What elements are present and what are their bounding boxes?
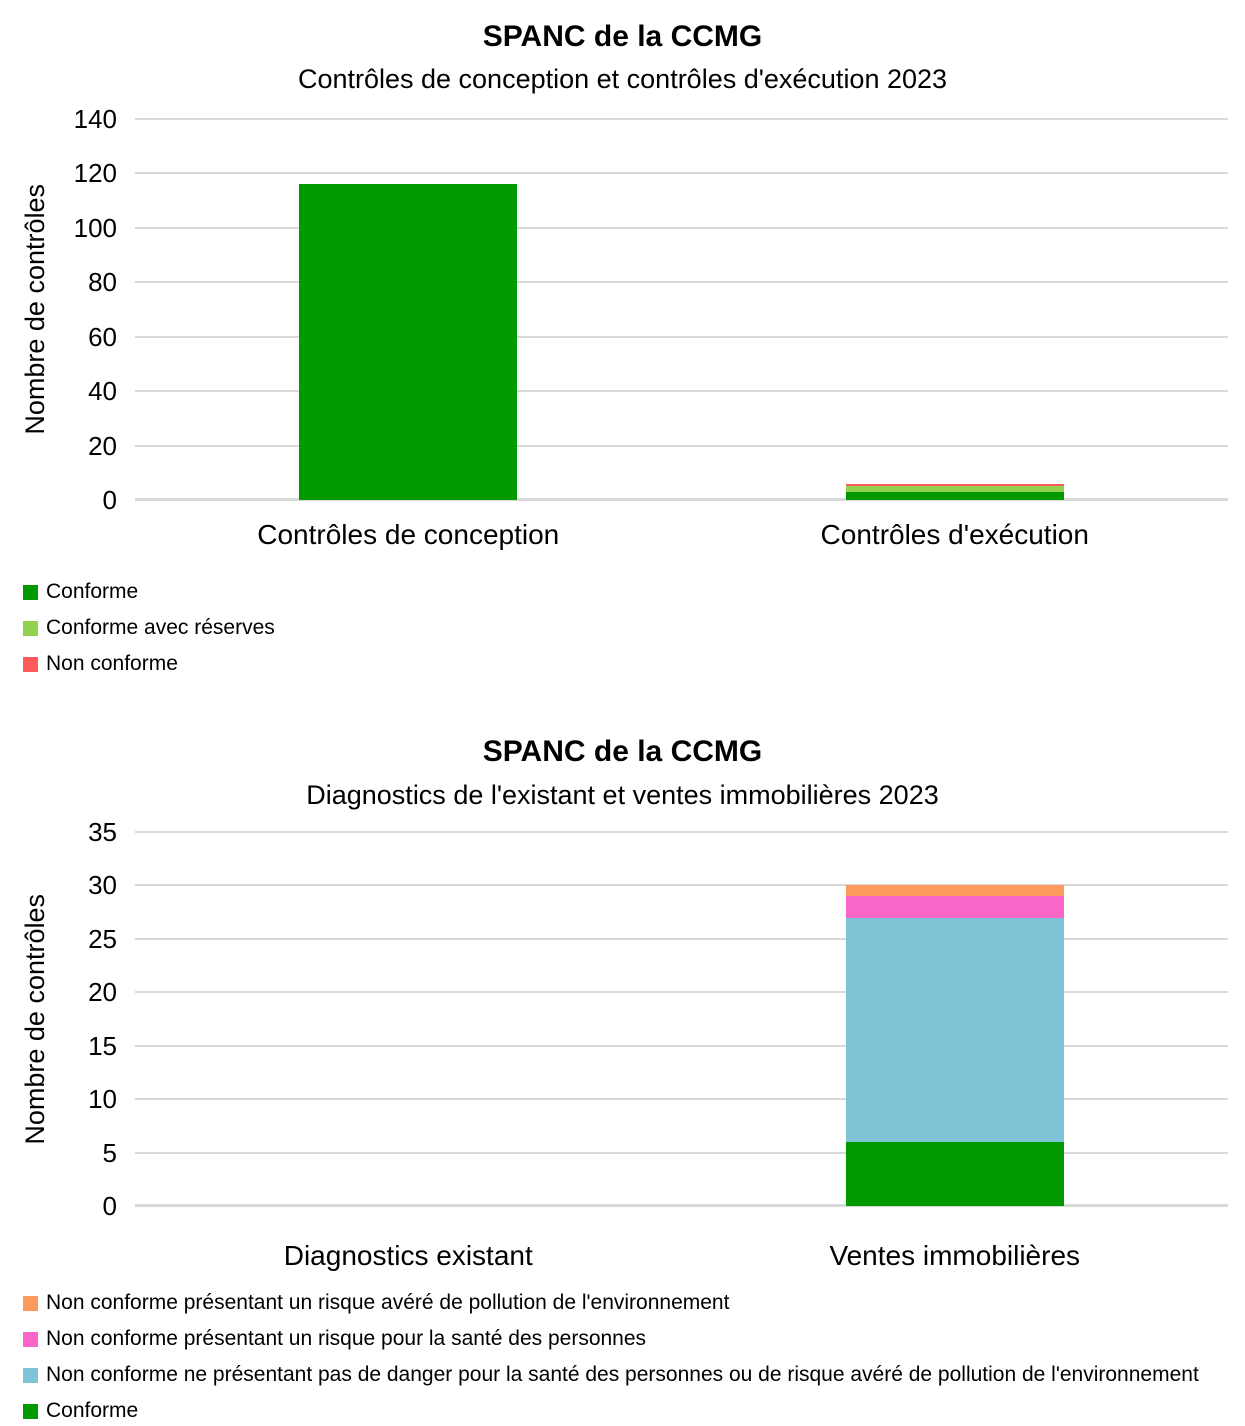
legend-swatch (23, 1295, 38, 1311)
legend-swatch (23, 1367, 38, 1383)
gridline (135, 281, 1228, 284)
y-tick-label: 5 (102, 1137, 117, 1168)
legend-swatch (23, 1331, 38, 1347)
category-label: Contrôles de conception (257, 519, 560, 550)
legend-item: Conforme avec réserves (23, 616, 275, 640)
plot-area: 0 20 40 60 80 100 120 140 (74, 106, 1228, 513)
gridline (135, 335, 1228, 338)
legend-item: Non conforme (23, 652, 275, 676)
category-labels: Diagnostics existant Ventes immobilières (135, 1240, 1228, 1280)
legend: Conforme Conforme avec réserves Non confor… (23, 580, 275, 676)
legend-label: Non conforme présentant un risque avéré … (46, 1291, 730, 1314)
gridline (135, 1151, 1228, 1154)
gridline (135, 444, 1228, 447)
y-tick-label: 120 (73, 158, 117, 189)
bar-segment (845, 483, 1064, 487)
legend-label: Non conforme (46, 652, 178, 675)
y-tick-label: 60 (88, 321, 117, 352)
legend-item: Conforme (23, 1399, 1199, 1423)
chart-diagnostics-ventes: SPANC de la CCMG Diagnostics de l'exista… (0, 712, 1245, 1426)
y-tick-label: 15 (88, 1030, 117, 1061)
gridline (135, 172, 1228, 175)
y-tick-label: 140 (73, 104, 117, 134)
y-tick-label: 25 (88, 923, 117, 954)
y-tick-label: 0 (102, 1191, 117, 1221)
legend-item: Non conforme ne présentant pas de danger… (23, 1363, 1199, 1387)
gridline (135, 937, 1228, 940)
chart-subtitle: Contrôles de conception et contrôles d'e… (297, 64, 948, 94)
y-tick-label: 10 (88, 1084, 117, 1115)
y-tick-label: 0 (102, 485, 117, 515)
legend-label: Non conforme présentant un risque pour l… (46, 1327, 647, 1350)
y-tick-label: 80 (88, 267, 117, 298)
legend-label: Conforme avec réserves (46, 616, 275, 639)
bar-segment (845, 896, 1064, 918)
legend-label: Conforme (46, 580, 139, 603)
gridline (135, 226, 1228, 229)
y-tick-label: 35 (88, 817, 117, 847)
gridline (135, 884, 1228, 887)
y-tick-label: 20 (88, 430, 117, 461)
legend-item: Conforme (23, 580, 275, 604)
chart-controles-conception-execution: SPANC de la CCMG Contrôles de conception… (0, 0, 1245, 700)
gridline (135, 1098, 1228, 1101)
bar-segment (845, 885, 1064, 897)
legend-swatch (23, 656, 38, 672)
y-tick-label: 40 (88, 376, 117, 407)
bar-segment (845, 486, 1064, 492)
bar-segment (845, 1141, 1064, 1206)
y-tick-label: 20 (88, 977, 117, 1008)
bar-segment (845, 917, 1064, 1142)
legend-label: Conforme (46, 1399, 139, 1422)
category-labels: Contrôles de conception Contrôles d'exécu… (135, 519, 1228, 559)
legend: Non conforme présentant un risque avéré … (23, 1291, 1199, 1423)
bar-segment (845, 491, 1064, 500)
gridline (135, 390, 1228, 393)
y-tick-label: 30 (88, 870, 117, 901)
legend-swatch (23, 620, 38, 636)
chart-subtitle: Diagnostics de l'existant et ventes immo… (306, 780, 939, 810)
legend-item: Non conforme présentant un risque avéré … (23, 1291, 1199, 1315)
category-label: Ventes immobilières (829, 1240, 1081, 1271)
legend-label: Non conforme ne présentant pas de danger… (46, 1363, 1199, 1386)
bar-segment (299, 184, 518, 500)
x-axis-line (135, 498, 1228, 501)
legend-swatch (23, 1403, 38, 1419)
gridline (135, 991, 1228, 994)
category-label: Diagnostics existant (283, 1240, 533, 1271)
y-tick-label: 100 (73, 212, 117, 243)
gridline (135, 118, 1228, 120)
legend-swatch (23, 584, 38, 600)
legend-item: Non conforme présentant un risque pour l… (23, 1327, 1199, 1351)
x-axis-line (135, 1204, 1228, 1207)
plot-area: 0 5 10 15 20 25 30 35 (88, 819, 1228, 1219)
chart-title: SPANC de la CCMG (482, 735, 763, 768)
gridline (135, 831, 1228, 833)
gridline (135, 1044, 1228, 1047)
category-label: Contrôles d'exécution (820, 519, 1089, 550)
chart-title: SPANC de la CCMG (482, 20, 763, 53)
